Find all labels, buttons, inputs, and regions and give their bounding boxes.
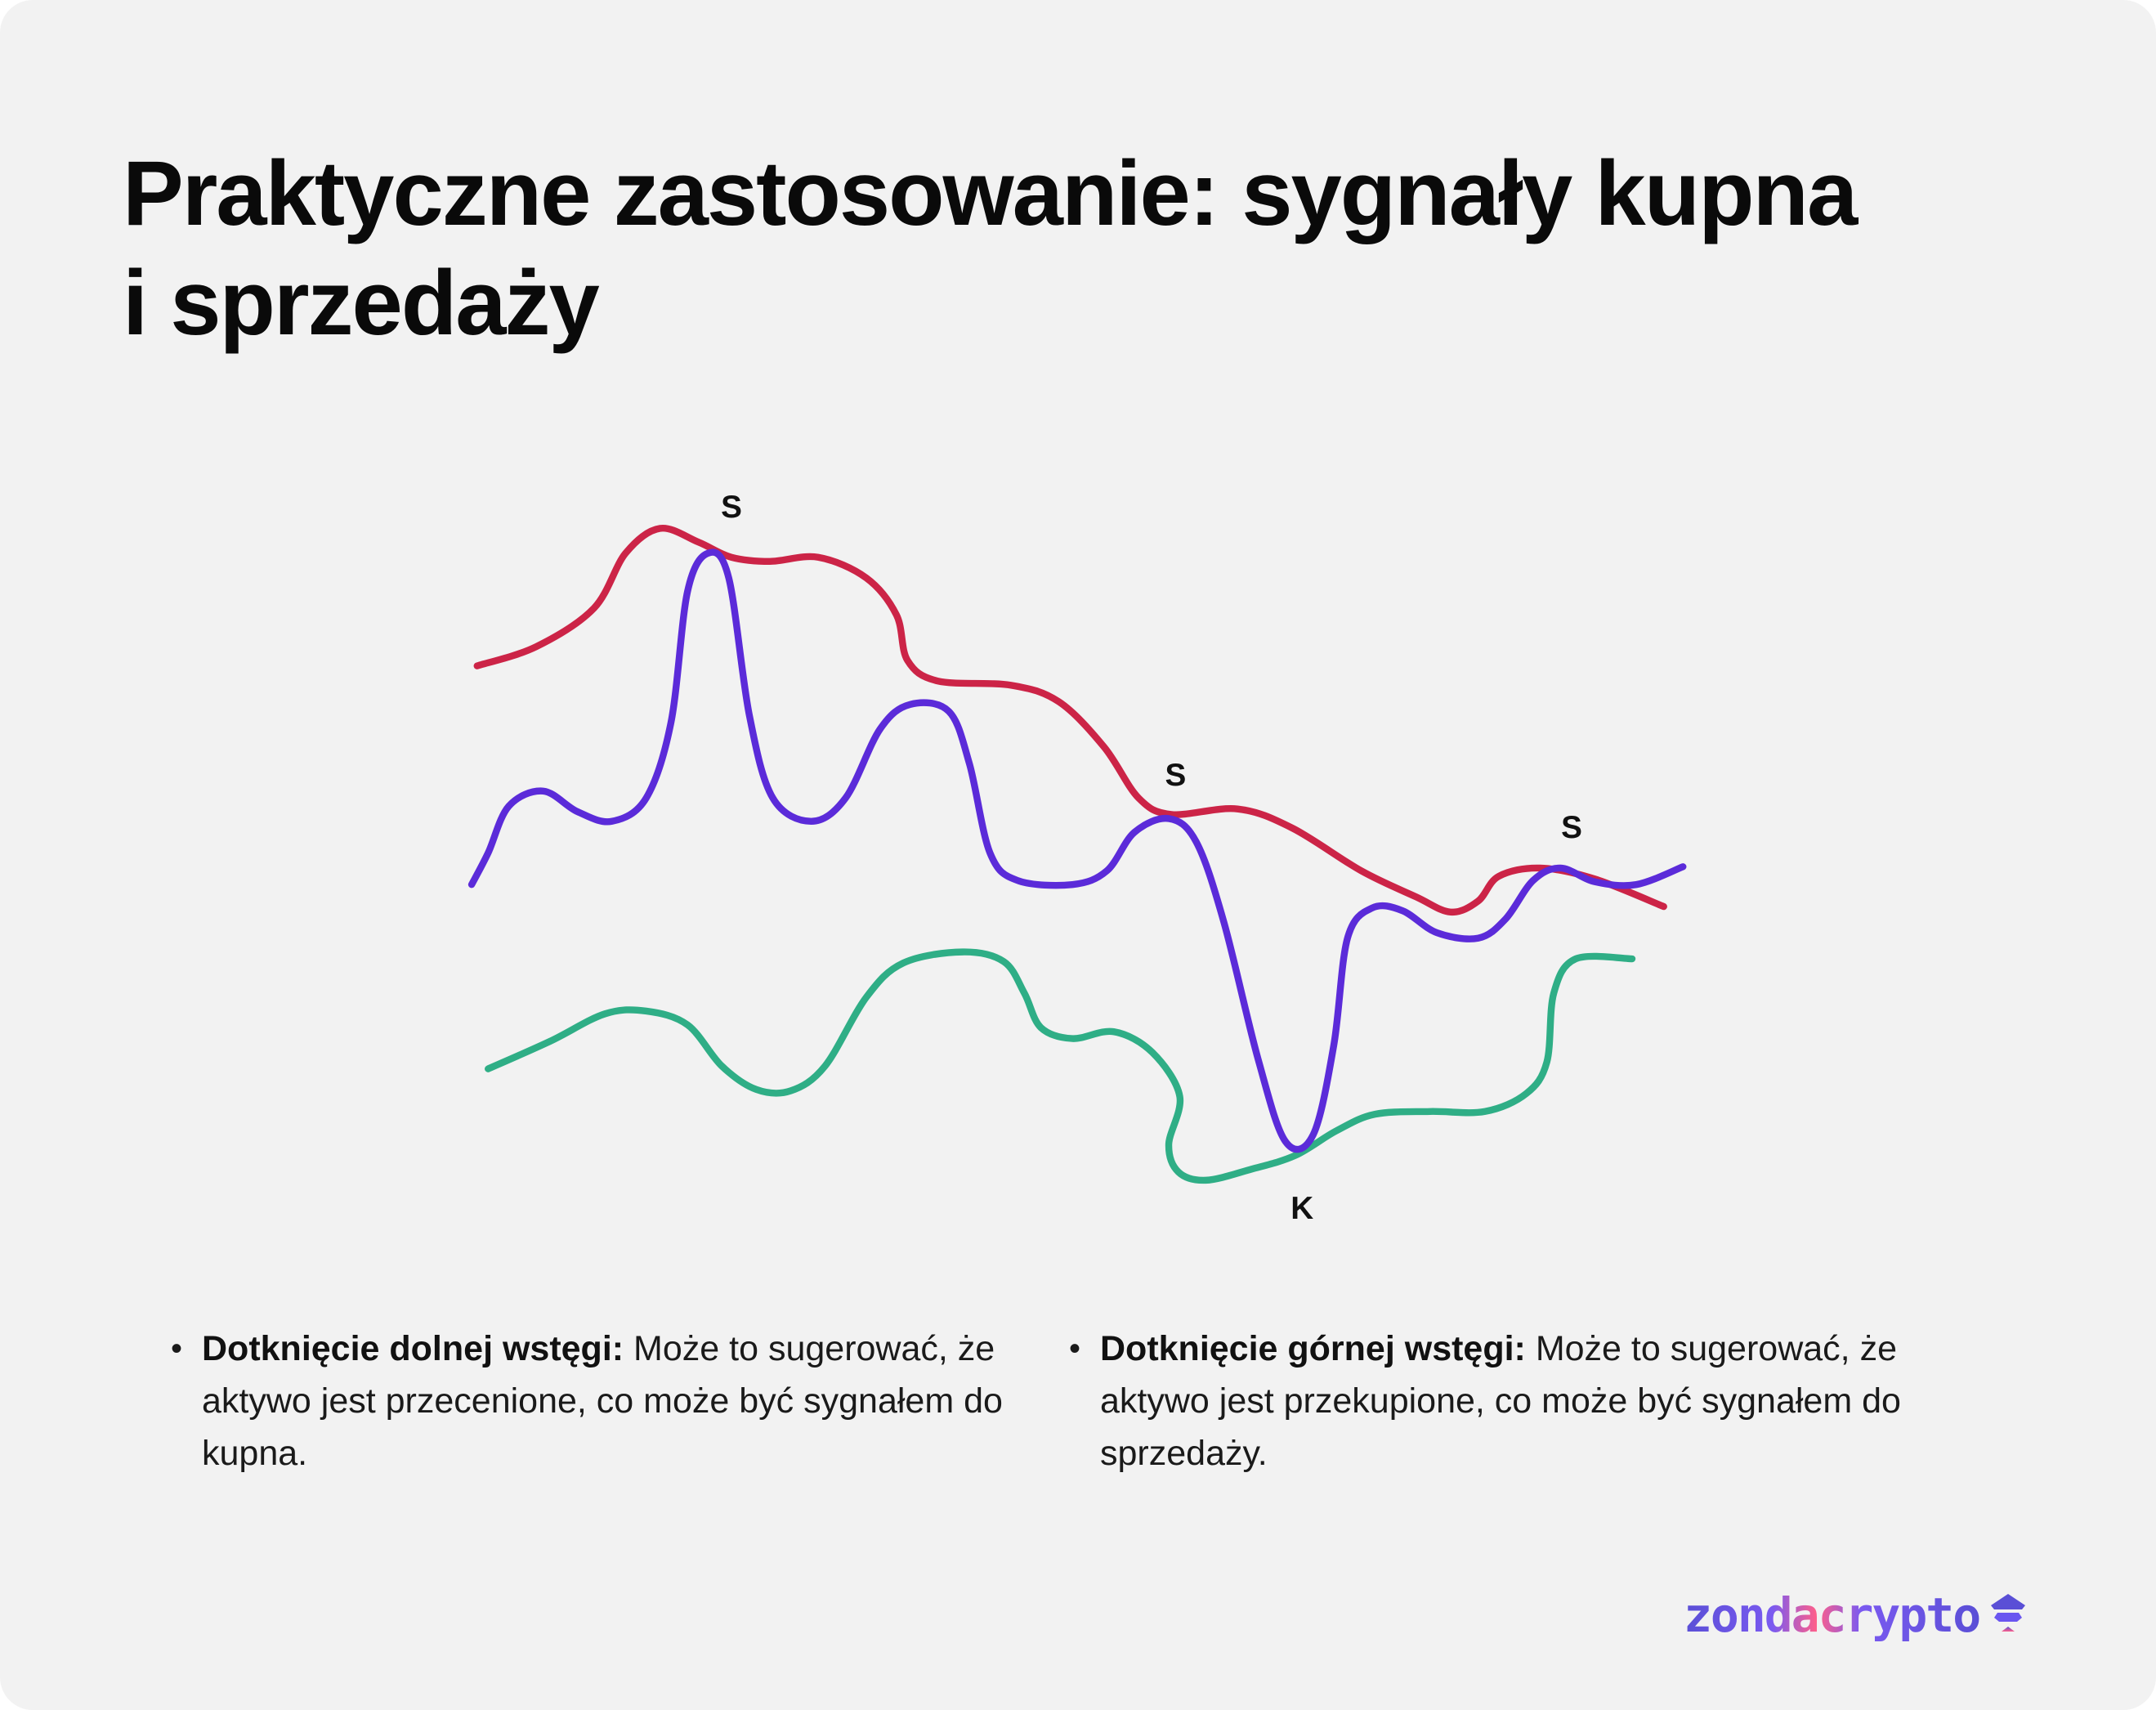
bullet-lower-band: • Dotknięcie dolnej wstęgi: Może to suge… (171, 1323, 1011, 1479)
lower-band-line (485, 948, 1636, 1184)
sell-signal-label: S (721, 490, 742, 525)
bullet-text: Może to sugerować, że aktywo jest przeku… (1100, 1329, 1901, 1473)
bullet-upper-band: • Dotknięcie górnej wstęgi: Może to suge… (1069, 1323, 1991, 1479)
bullet-text: Może to sugerować, że aktywo jest przece… (202, 1329, 1003, 1473)
logo-mark-icon (1991, 1594, 2026, 1632)
sell-signal-label: S (1561, 810, 1582, 845)
page-title: Praktyczne zastosowanie: sygnały kupna i… (123, 139, 2084, 358)
title-line-2: i sprzedaży (123, 252, 600, 354)
bullet-icon: • (171, 1331, 183, 1367)
price-line (467, 548, 1687, 1153)
upper-band-line (473, 525, 1667, 916)
logo-text: zondacrypto (1684, 1587, 1981, 1643)
buy-signal-label: K (1290, 1191, 1313, 1226)
bullet-heading: Dotknięcie dolnej wstęgi: (202, 1329, 624, 1368)
bullet-icon: • (1069, 1331, 1081, 1367)
sell-signal-label: S (1165, 758, 1187, 793)
bullet-heading: Dotknięcie górnej wstęgi: (1100, 1329, 1526, 1368)
title-line-1: Praktyczne zastosowanie: sygnały kupna (123, 142, 1858, 244)
zondacrypto-logo: zondacrypto (1684, 1587, 2029, 1643)
